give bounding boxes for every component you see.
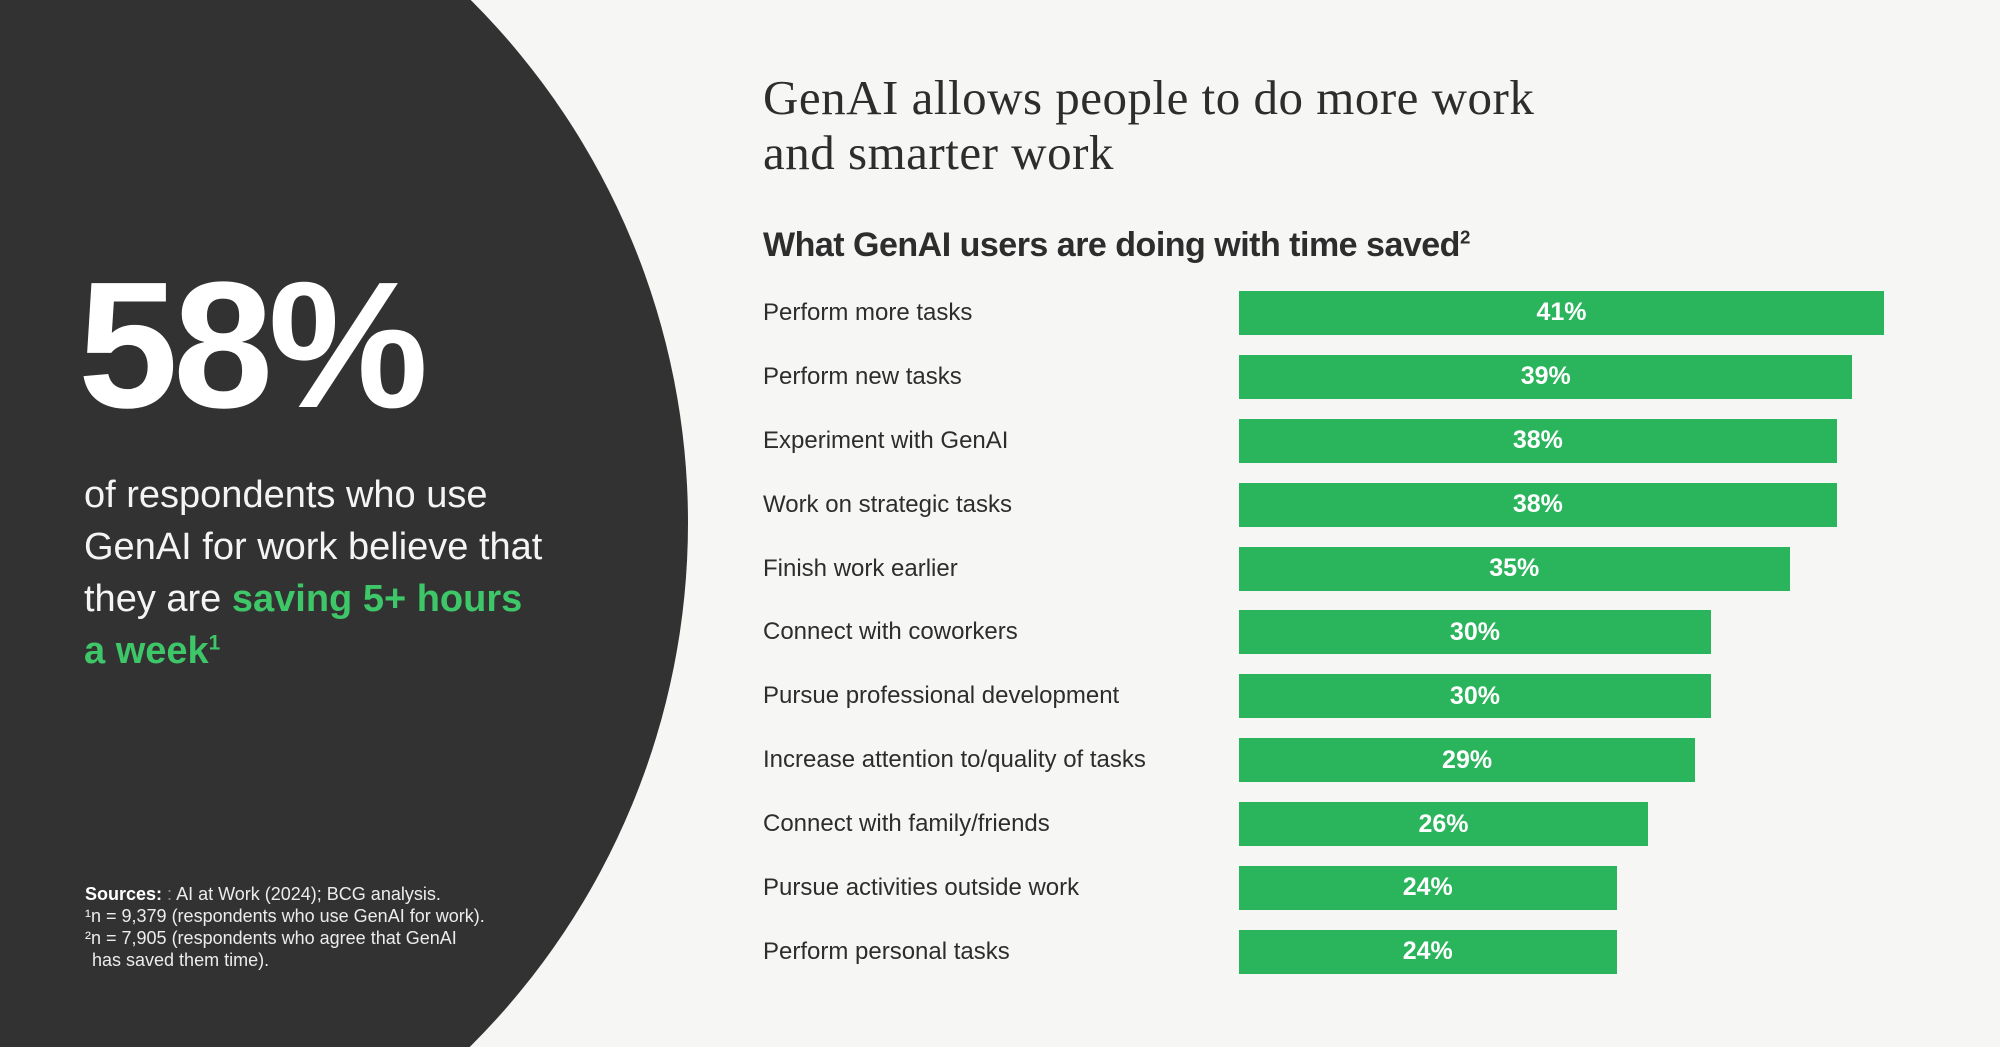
bar-label: Work on strategic tasks: [763, 490, 1012, 518]
bar-value: 30%: [1449, 617, 1500, 646]
page-title-line-1: GenAI allows people to do more work: [763, 70, 1535, 125]
bar: 24%: [1239, 865, 1617, 910]
bar-label: Pursue professional development: [763, 682, 1120, 710]
chart-row: Connect with family/friends 26%: [763, 792, 1903, 856]
bar: 24%: [1239, 929, 1617, 974]
stat-value: 58%: [78, 245, 428, 446]
bar-label: Increase attention to/quality of tasks: [763, 746, 1146, 774]
bar-label: Perform new tasks: [763, 362, 962, 390]
chart-row: Pursue professional development 30%: [763, 664, 1903, 728]
sources-extra-colon: :: [167, 884, 173, 904]
sources-text: AI at Work (2024); BCG analysis.: [176, 884, 441, 904]
chart-title: What GenAI users are doing with time sav…: [763, 226, 1470, 265]
sources-line-4: has saved them time).: [92, 950, 270, 970]
chart-row: Experiment with GenAI 38%: [763, 409, 1903, 473]
bar: 39%: [1239, 354, 1853, 399]
bar-label: Connect with coworkers: [763, 618, 1018, 646]
dark-circle-panel: [0, 0, 688, 1047]
bar-value: 30%: [1449, 681, 1500, 710]
chart-title-text: What GenAI users are doing with time sav…: [763, 226, 1460, 264]
bar-value: 35%: [1489, 554, 1540, 582]
chart-row: Connect with coworkers 30%: [763, 600, 1903, 664]
bar: 38%: [1239, 482, 1837, 527]
bar: 30%: [1239, 674, 1711, 719]
bar: 26%: [1239, 802, 1648, 847]
stat-description-prefix: of respondents who use GenAI for work be…: [84, 474, 543, 620]
sources-note: Sources: : AI at Work (2024); BCG analys…: [85, 883, 485, 971]
bar: 29%: [1239, 738, 1696, 783]
bar-label: Perform personal tasks: [763, 937, 1010, 965]
sources-line-2: ¹n = 9,379 (respondents who use GenAI fo…: [85, 906, 485, 926]
bar: 30%: [1239, 610, 1711, 655]
page-title-line-2: and smarter work: [763, 125, 1114, 180]
bar: 41%: [1239, 290, 1884, 335]
bar-chart: Perform more tasks 41% Perform new tasks 39…: [763, 281, 1903, 984]
chart-row: Perform more tasks 41%: [763, 281, 1903, 345]
sources-label: Sources:: [85, 884, 163, 904]
chart-row: Pursue activities outside work 24%: [763, 856, 1903, 920]
bar: 38%: [1239, 418, 1837, 463]
stat-description: of respondents who use GenAI for work be…: [84, 469, 548, 677]
bar-value: 41%: [1536, 298, 1587, 327]
bar-value: 38%: [1512, 426, 1563, 455]
bar-value: 29%: [1442, 745, 1493, 774]
bar-value: 24%: [1402, 937, 1453, 966]
chart-row: Perform new tasks 39%: [763, 345, 1903, 409]
bar-value: 26%: [1418, 809, 1469, 838]
chart-row: Perform personal tasks 24%: [763, 920, 1903, 984]
chart-row: Increase attention to/quality of tasks 29…: [763, 728, 1903, 792]
bar-value: 39%: [1520, 362, 1571, 391]
bar-value: 38%: [1512, 490, 1563, 519]
bar-value: 24%: [1402, 873, 1453, 902]
bar-label: Connect with family/friends: [763, 810, 1050, 838]
bar-label: Experiment with GenAI: [763, 426, 1009, 454]
sources-line-1: Sources: : AI at Work (2024); BCG analys…: [85, 883, 485, 905]
footnote-marker-1: 1: [208, 631, 221, 655]
page-title: GenAI allows people to do more work and …: [763, 70, 1534, 180]
bar: 35%: [1239, 546, 1790, 591]
sources-line-3: ²n = 7,905 (respondents who agree that G…: [85, 928, 457, 948]
bar-label: Perform more tasks: [763, 298, 973, 326]
chart-row: Work on strategic tasks 38%: [763, 473, 1903, 537]
footnote-marker-2: 2: [1459, 226, 1470, 248]
chart-row: Finish work earlier 35%: [763, 537, 1903, 601]
stat-description-highlight: saving 5+ hours a week: [84, 578, 523, 672]
bar-label: Finish work earlier: [763, 554, 958, 582]
bar-label: Pursue activities outside work: [763, 873, 1080, 901]
